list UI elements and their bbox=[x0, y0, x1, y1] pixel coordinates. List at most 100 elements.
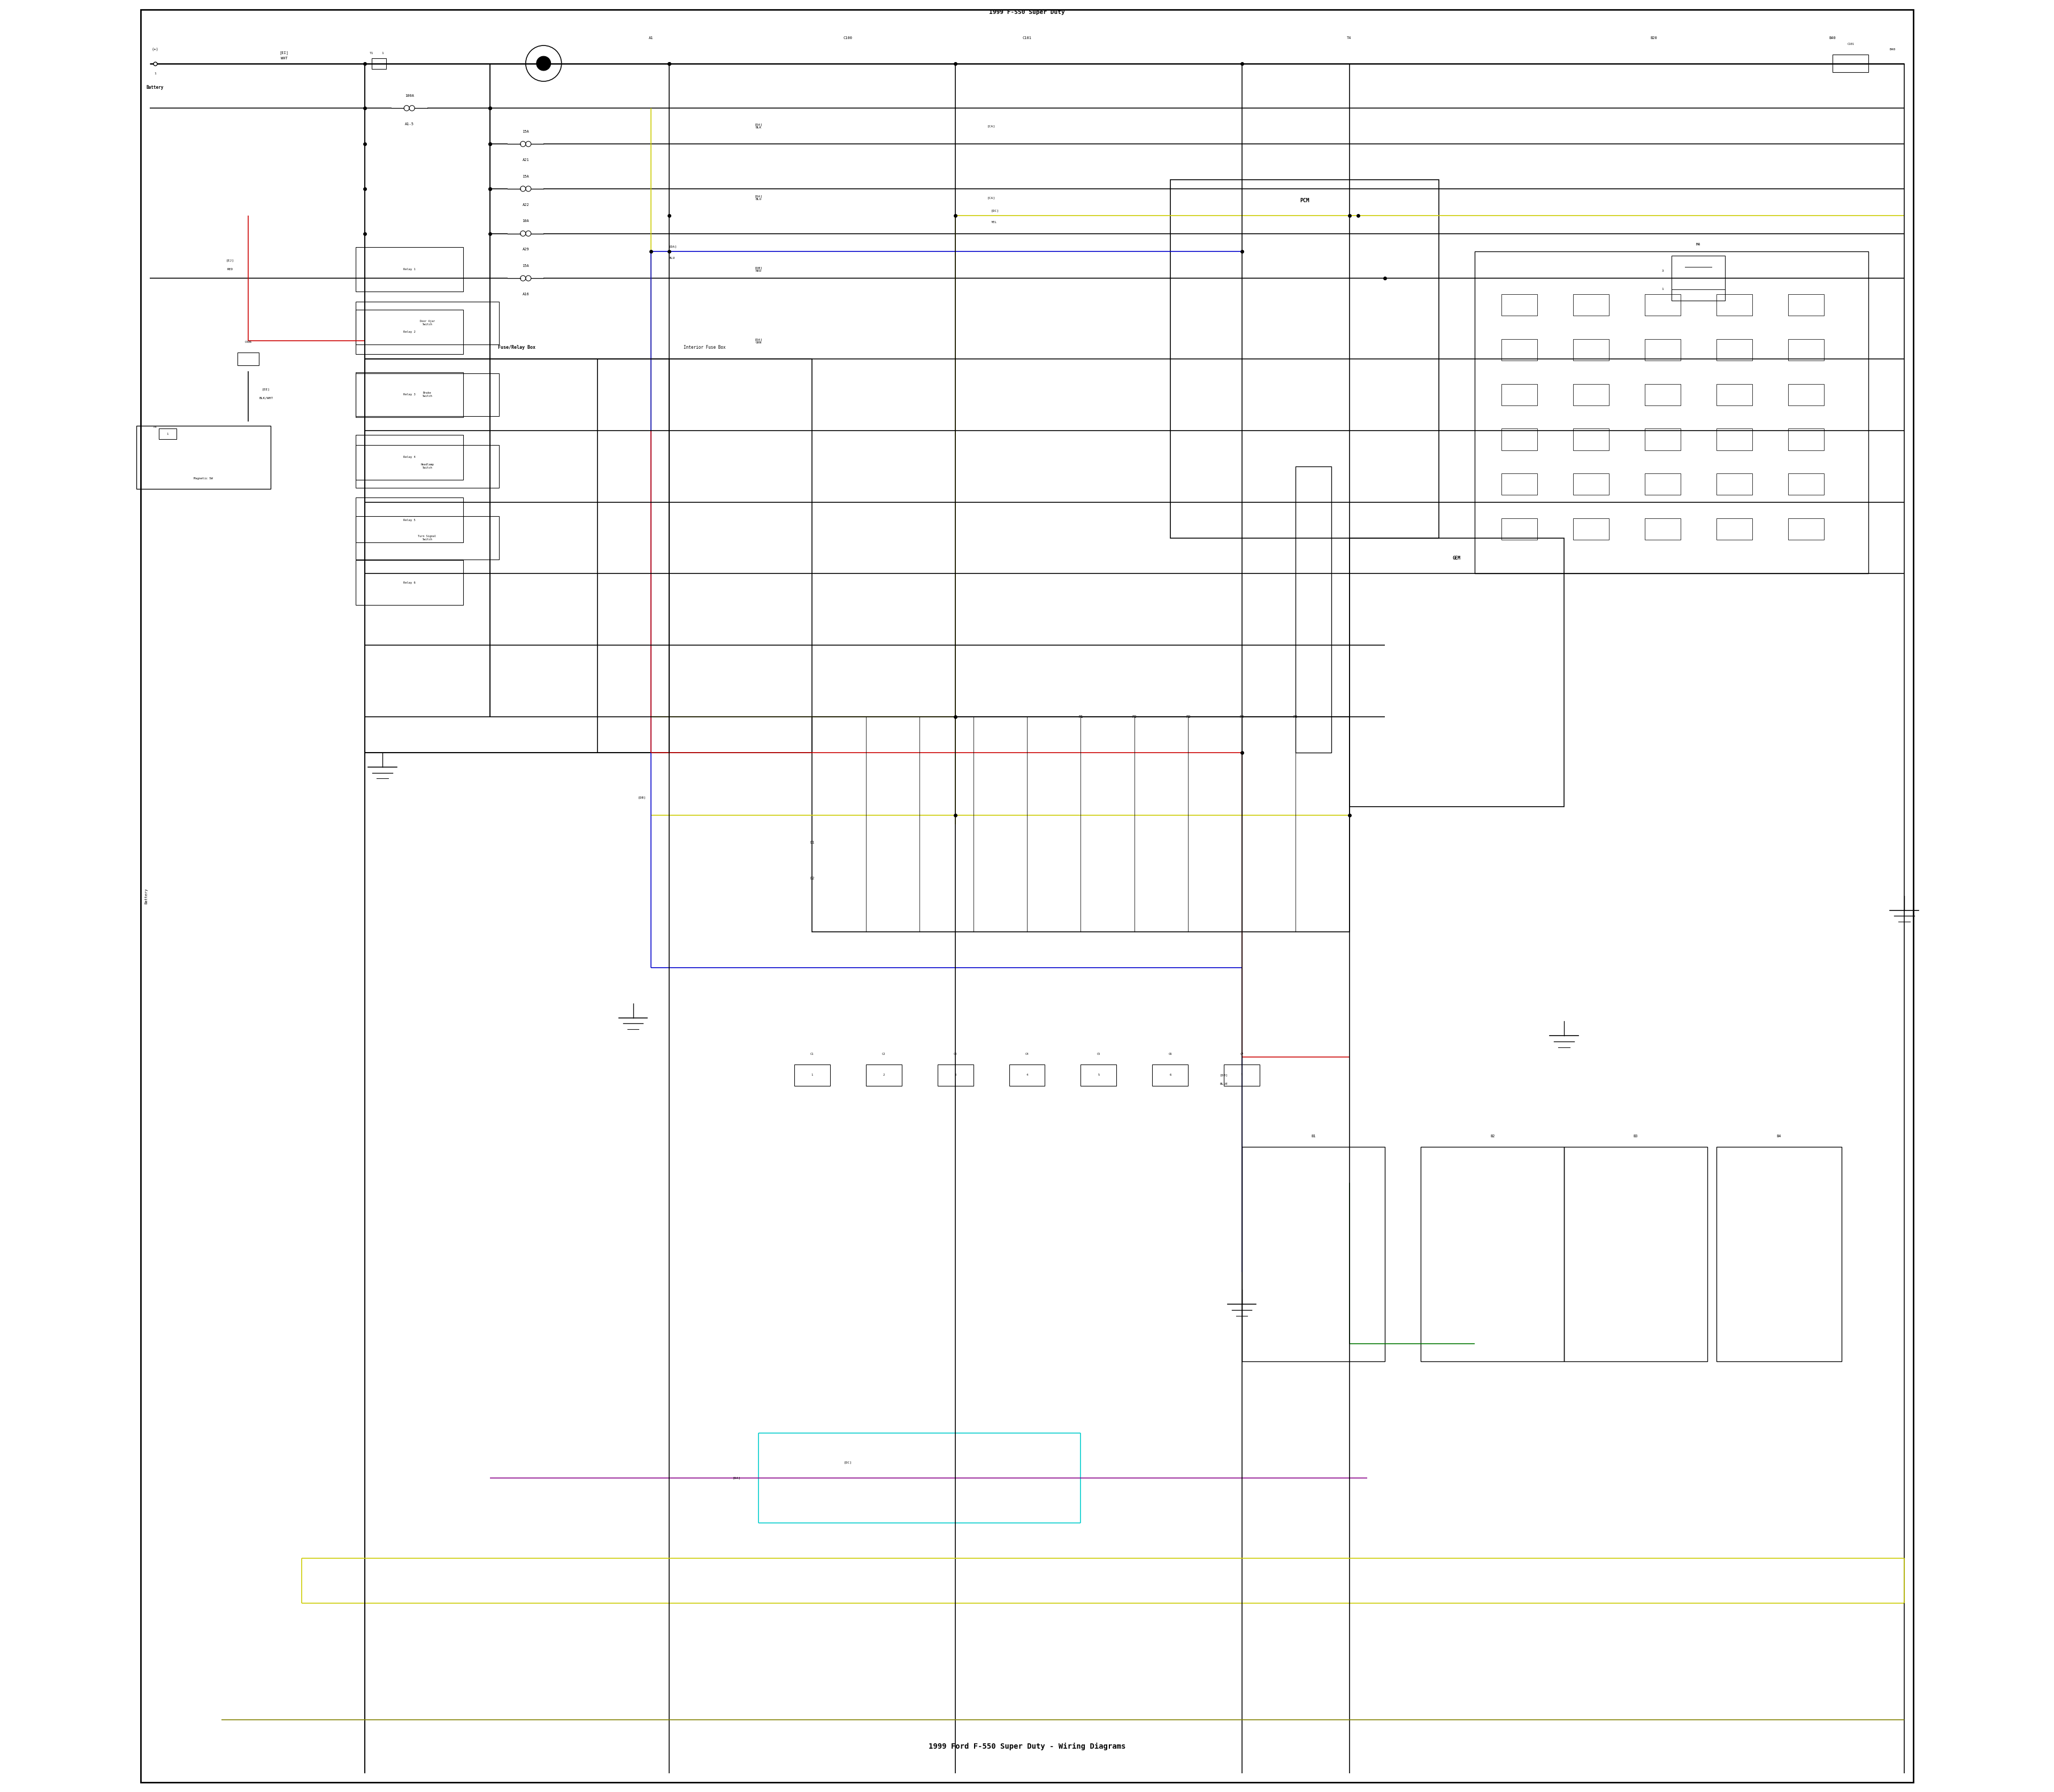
Text: P2: P2 bbox=[1132, 715, 1136, 719]
Text: WHT: WHT bbox=[281, 57, 288, 59]
Text: Battery: Battery bbox=[144, 889, 148, 903]
Bar bbox=[355, 498, 462, 543]
Bar bbox=[355, 310, 462, 355]
Text: C101: C101 bbox=[1847, 43, 1855, 45]
Text: P1: P1 bbox=[1078, 715, 1082, 719]
Bar bbox=[355, 301, 499, 344]
Text: T4: T4 bbox=[1347, 36, 1352, 39]
Text: Relay 3: Relay 3 bbox=[403, 392, 415, 396]
Text: 10A: 10A bbox=[522, 220, 530, 222]
Bar bbox=[158, 428, 177, 439]
Text: D2: D2 bbox=[809, 876, 815, 880]
Bar bbox=[1717, 428, 1752, 450]
Text: Relay 1: Relay 1 bbox=[403, 269, 415, 271]
Text: C1: C1 bbox=[811, 1052, 813, 1055]
Text: Interior Fuse Box: Interior Fuse Box bbox=[684, 346, 725, 349]
Bar bbox=[1645, 294, 1680, 315]
Text: [DA]
BLU: [DA] BLU bbox=[754, 195, 762, 201]
Bar bbox=[598, 358, 811, 753]
Text: [CA]: [CA] bbox=[988, 125, 996, 127]
Text: BLU: BLU bbox=[670, 256, 676, 260]
Bar bbox=[1296, 466, 1331, 753]
Text: Magnetic SW: Magnetic SW bbox=[193, 477, 214, 480]
Bar bbox=[1243, 1147, 1384, 1362]
Bar bbox=[1672, 256, 1725, 301]
Text: A21: A21 bbox=[522, 158, 530, 161]
Bar bbox=[1501, 428, 1536, 450]
Bar bbox=[1224, 1064, 1259, 1086]
Text: C4: C4 bbox=[1025, 1052, 1029, 1055]
Text: C2: C2 bbox=[881, 1052, 885, 1055]
Text: [CA]: [CA] bbox=[988, 197, 996, 199]
Text: C3: C3 bbox=[953, 1052, 957, 1055]
Circle shape bbox=[536, 56, 550, 70]
Bar bbox=[136, 426, 271, 489]
Bar bbox=[1152, 1064, 1187, 1086]
Bar bbox=[1009, 1064, 1045, 1086]
Text: B2: B2 bbox=[1491, 1134, 1495, 1138]
Text: A29: A29 bbox=[522, 247, 530, 251]
Bar bbox=[867, 1064, 902, 1086]
Bar bbox=[1573, 473, 1608, 495]
Text: A1-5: A1-5 bbox=[405, 122, 413, 125]
Text: (+): (+) bbox=[152, 47, 158, 50]
Bar bbox=[355, 561, 462, 606]
Text: B40: B40 bbox=[1890, 48, 1896, 50]
Text: RED: RED bbox=[228, 269, 234, 271]
Bar bbox=[1645, 383, 1680, 405]
Text: 1999 F-550 Super Duty: 1999 F-550 Super Duty bbox=[990, 9, 1064, 14]
Text: C6: C6 bbox=[1169, 1052, 1173, 1055]
Text: [EE]: [EE] bbox=[263, 387, 269, 391]
Text: Fuse/Relay Box: Fuse/Relay Box bbox=[497, 346, 536, 349]
Bar bbox=[937, 1064, 974, 1086]
Text: T4: T4 bbox=[154, 425, 156, 428]
Bar bbox=[795, 1064, 830, 1086]
Text: A1: A1 bbox=[649, 36, 653, 39]
Bar bbox=[1832, 54, 1869, 72]
Bar bbox=[1475, 251, 1869, 573]
Text: C5: C5 bbox=[1097, 1052, 1101, 1055]
Bar bbox=[355, 247, 462, 292]
Bar bbox=[1717, 294, 1752, 315]
Bar bbox=[1501, 339, 1536, 360]
Bar bbox=[1717, 339, 1752, 360]
Text: 15A: 15A bbox=[522, 131, 530, 133]
Bar bbox=[1501, 294, 1536, 315]
Bar bbox=[355, 516, 499, 559]
Text: Headlamp
Switch: Headlamp Switch bbox=[421, 464, 433, 470]
Bar bbox=[811, 717, 1349, 932]
Bar bbox=[1787, 339, 1824, 360]
Bar bbox=[238, 353, 259, 366]
Text: 1999 Ford F-550 Super Duty - Wiring Diagrams: 1999 Ford F-550 Super Duty - Wiring Diag… bbox=[928, 1742, 1126, 1751]
Bar bbox=[364, 358, 670, 753]
Text: P4: P4 bbox=[1239, 715, 1245, 719]
Text: [DC]: [DC] bbox=[844, 1460, 852, 1464]
Text: [EI]: [EI] bbox=[279, 50, 288, 54]
Text: T1: T1 bbox=[370, 52, 374, 54]
Bar bbox=[372, 57, 386, 68]
Text: B3: B3 bbox=[1633, 1134, 1637, 1138]
Text: A16: A16 bbox=[522, 292, 530, 296]
Text: A22: A22 bbox=[522, 202, 530, 206]
Text: [DB]: [DB] bbox=[639, 796, 647, 799]
Bar bbox=[1080, 1064, 1117, 1086]
Bar bbox=[1573, 339, 1608, 360]
Bar bbox=[1573, 294, 1608, 315]
Bar bbox=[1565, 1147, 1707, 1362]
Text: 100A: 100A bbox=[405, 95, 413, 97]
Bar bbox=[355, 373, 462, 418]
Bar bbox=[355, 435, 462, 480]
Text: [DC]: [DC] bbox=[992, 210, 998, 211]
Bar bbox=[355, 373, 499, 416]
Text: Turn Signal
Switch: Turn Signal Switch bbox=[419, 536, 435, 541]
Text: 15A: 15A bbox=[522, 263, 530, 267]
Bar bbox=[1787, 518, 1824, 539]
Text: [DB]: [DB] bbox=[1220, 1073, 1228, 1077]
Text: B20: B20 bbox=[1649, 36, 1658, 39]
Bar bbox=[1645, 339, 1680, 360]
Text: Relay 6: Relay 6 bbox=[403, 581, 415, 584]
Text: PCM: PCM bbox=[1300, 197, 1308, 202]
Bar bbox=[1645, 428, 1680, 450]
Bar bbox=[1501, 383, 1536, 405]
Text: C101: C101 bbox=[1023, 36, 1031, 39]
